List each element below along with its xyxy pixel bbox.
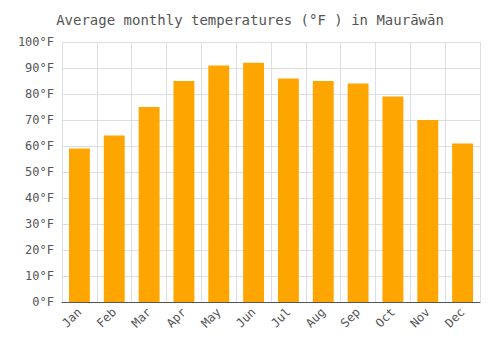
svg-text:0°F: 0°F [32,295,54,309]
svg-text:Dec: Dec [442,305,467,330]
svg-text:70°F: 70°F [25,113,54,127]
svg-text:Jul: Jul [268,305,293,330]
svg-text:Mar: Mar [129,305,154,330]
svg-text:Average monthly temperatures (: Average monthly temperatures (°F ) in Ma… [56,12,444,28]
svg-text:90°F: 90°F [25,61,54,75]
svg-text:Apr: Apr [164,305,189,330]
svg-text:60°F: 60°F [25,139,54,153]
svg-text:Sep: Sep [338,305,363,330]
svg-text:Jan: Jan [59,305,84,330]
svg-text:30°F: 30°F [25,217,54,231]
svg-text:Aug: Aug [303,305,328,330]
svg-text:Nov: Nov [407,305,432,330]
svg-text:80°F: 80°F [25,87,54,101]
svg-text:40°F: 40°F [25,191,54,205]
svg-text:Jun: Jun [233,305,258,330]
svg-text:Oct: Oct [373,305,398,330]
svg-text:50°F: 50°F [25,165,54,179]
svg-text:May: May [198,305,223,330]
svg-text:10°F: 10°F [25,269,54,283]
svg-text:20°F: 20°F [25,243,54,257]
svg-text:100°F: 100°F [18,35,54,49]
svg-text:Feb: Feb [94,305,119,330]
